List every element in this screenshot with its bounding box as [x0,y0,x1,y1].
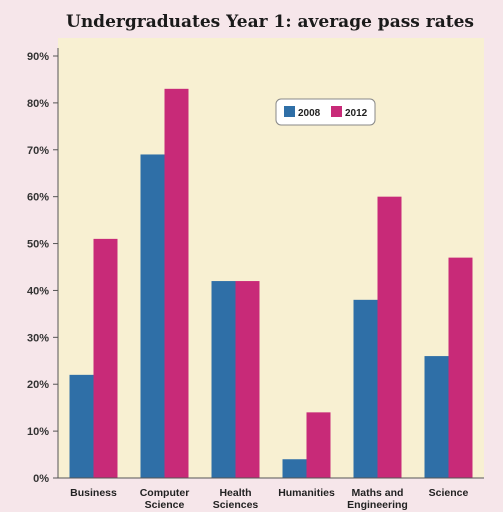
x-tick-label: Humanities [278,487,335,499]
bar-2012-1 [164,88,189,479]
plot-background [58,38,484,478]
y-tick-label: 50% [27,239,49,251]
x-tick-label-line: Humanities [278,487,335,499]
x-tick-label-line: Engineering [347,499,408,511]
y-tick-label: 70% [27,145,49,157]
legend-label: 2008 [298,108,321,119]
bar-2008-3 [282,459,307,478]
bar-2012-4 [377,196,402,478]
legend-swatch [331,106,342,117]
y-tick-label: 0% [33,473,49,485]
x-tick-label-line: Health [219,487,251,499]
bar-2008-1 [140,154,165,478]
bars [69,88,473,479]
y-tick-label: 90% [27,51,49,63]
x-tick-label: Computer Science [140,487,190,511]
bar-2008-0 [69,374,94,478]
x-tick-label-line: Business [70,487,117,499]
bar-2012-5 [448,257,473,478]
x-tick-label-line: Sciences [213,499,259,511]
bar-2008-4 [353,299,378,478]
legend-box [275,98,376,126]
y-tick-label: 30% [27,332,49,344]
y-axis: 0% 10% 20% 30% 40% 50% 60% 70% 80% 90% [27,48,59,485]
y-tick-label: 60% [27,192,49,204]
chart-title: Undergraduates Year 1: average pass rate… [66,12,474,32]
x-tick-label: Maths and Engineering [347,487,408,511]
legend: 2008 2012 [275,98,376,126]
x-tick-label-line: Science [145,499,185,511]
y-tick-label: 40% [27,285,49,297]
y-tick-label: 20% [27,379,49,391]
legend-label: 2012 [345,108,368,119]
bar-2008-5 [424,356,449,478]
bar-2012-0 [93,238,118,478]
x-tick-label-line: Computer [140,487,190,499]
y-tick-label: 80% [27,98,49,110]
y-tick-label: 10% [27,426,49,438]
x-tick-label-line: Science [429,487,469,499]
x-tick-label: Science [429,487,469,499]
bar-2012-2 [235,281,260,478]
legend-swatch [284,106,295,117]
bar-2012-3 [306,412,331,478]
bar-2008-2 [211,281,236,478]
x-tick-label: Health Sciences [213,487,259,511]
x-tick-label: Business [70,487,117,499]
x-tick-label-line: Maths and [352,487,404,499]
